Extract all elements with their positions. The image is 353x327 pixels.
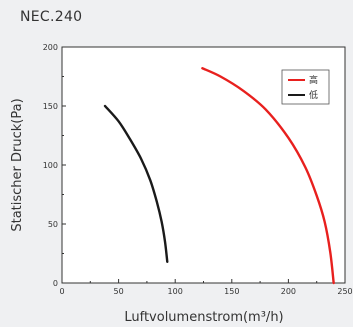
- axis-ticks: 0 50 100 150 200 250 0 50 100 150 200: [43, 43, 353, 296]
- x-tick-label-200: 200: [281, 287, 296, 296]
- y-tick-label-0: 0: [53, 279, 58, 288]
- legend-label-high: 高: [309, 74, 318, 86]
- y-tick-label-50: 50: [48, 220, 58, 229]
- legend-box: [281, 69, 330, 105]
- x-tick-label-50: 50: [114, 287, 124, 296]
- series-line-1: [103, 104, 169, 263]
- x-tick-label-150: 150: [224, 287, 239, 296]
- series-lines: [103, 67, 335, 285]
- legend: 高 低: [281, 69, 330, 105]
- x-tick-label-250: 250: [337, 287, 352, 296]
- x-axis-label: Luftvolumenstrom(m³/h): [124, 310, 283, 325]
- y-tick-label-200: 200: [43, 43, 58, 52]
- series-line-0: [201, 67, 335, 285]
- x-tick-label-0: 0: [59, 287, 64, 296]
- y-tick-label-100: 100: [43, 161, 58, 170]
- x-tick-label-100: 100: [168, 287, 183, 296]
- y-tick-label-150: 150: [43, 102, 58, 111]
- legend-label-low: 低: [309, 89, 318, 101]
- chart-title: NEC.240: [20, 9, 83, 25]
- y-axis-label: Statischer Druck(Pa): [10, 98, 25, 231]
